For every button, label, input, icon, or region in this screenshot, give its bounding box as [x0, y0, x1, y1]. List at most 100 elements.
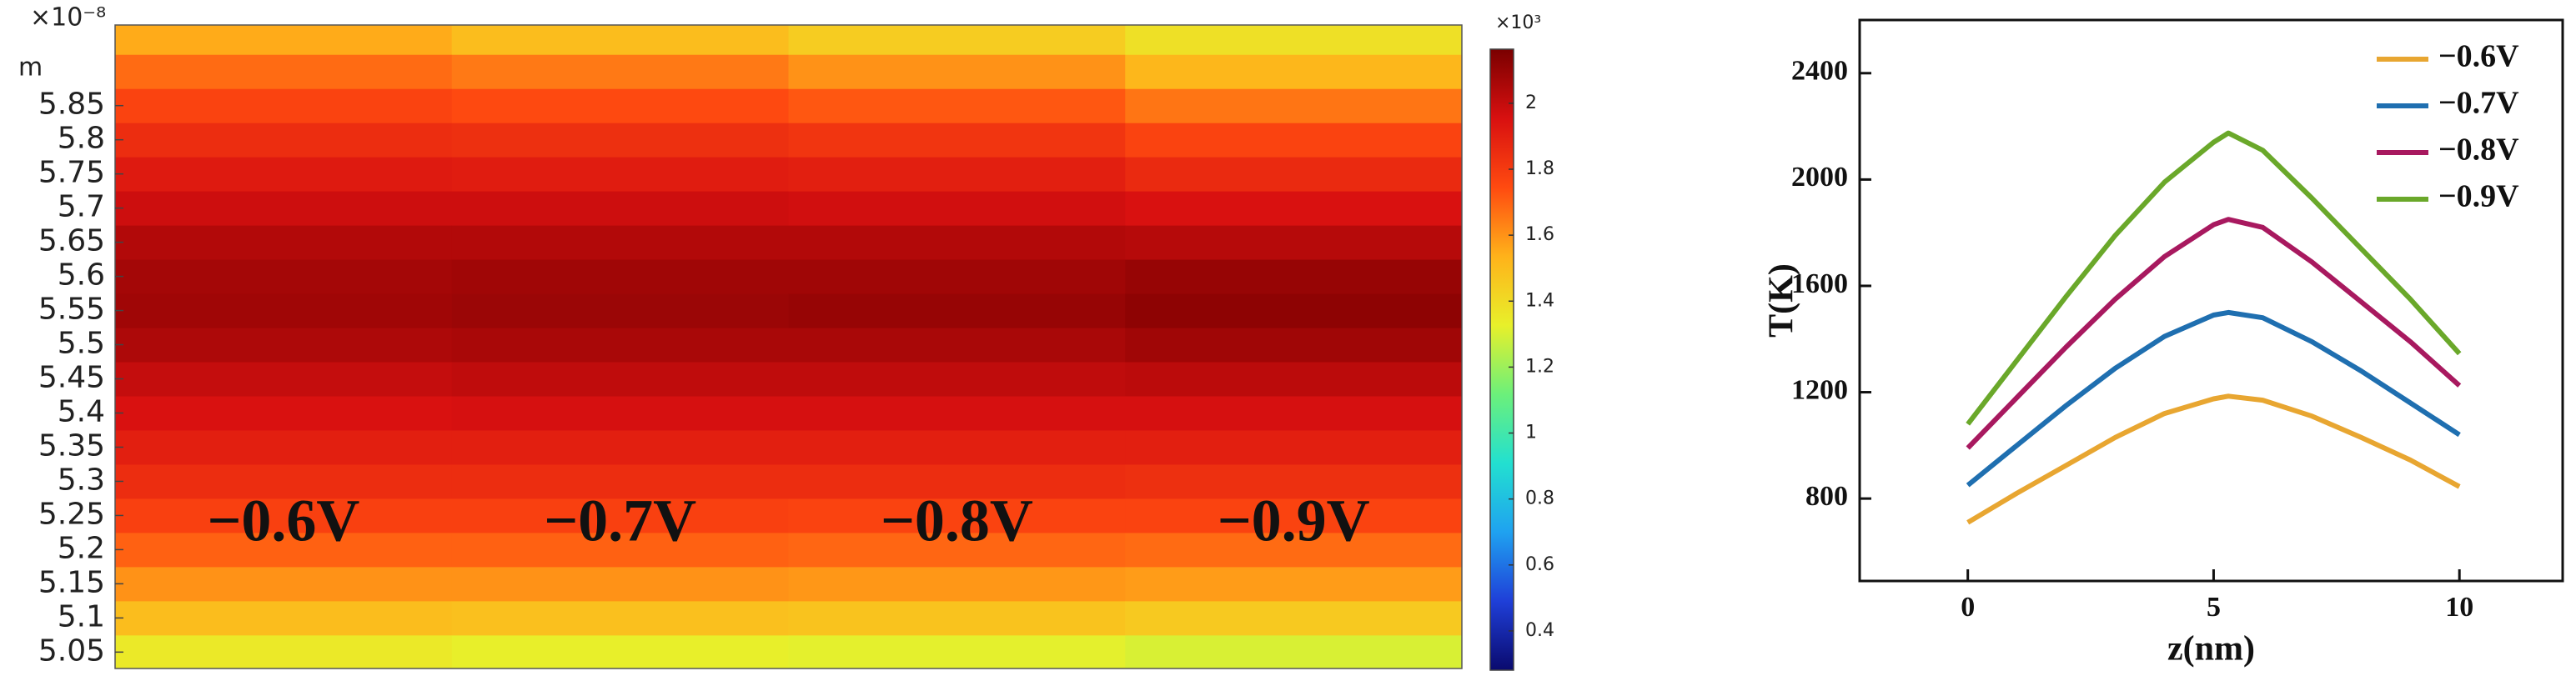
- y-tick-label: 2400: [1791, 56, 1848, 87]
- heat-cell: [451, 498, 789, 533]
- y-tick-label: 2000: [1791, 162, 1848, 193]
- plot-frame: [114, 24, 1463, 669]
- heat-cell: [115, 191, 453, 226]
- y-tick-label: 5.45: [38, 361, 105, 395]
- heat-cell: [1125, 532, 1462, 568]
- heat-cell: [1125, 463, 1462, 499]
- heat-cell: [115, 328, 453, 363]
- y-tick-label: 5.3: [58, 463, 105, 497]
- overlay: −0.6V −0.7V −0.8V −0.9V5.055.15.155.25.255.…: [18, 3, 2564, 671]
- heat-cell: [788, 396, 1126, 431]
- colorbar-tick-label: 1.8: [1525, 158, 1554, 179]
- heat-cell: [788, 328, 1126, 363]
- heat-cell: [788, 634, 1126, 668]
- heat-cell: [115, 54, 453, 89]
- heat-cell: [1125, 396, 1462, 431]
- heat-cell: [115, 532, 453, 568]
- y-tick-label: 5.25: [38, 497, 105, 531]
- heat-cell: [451, 328, 789, 363]
- heat-cell: [1125, 634, 1462, 668]
- legend-label: −0.6V: [2438, 39, 2519, 74]
- y-tick-label: 5.85: [38, 88, 105, 122]
- heat-cell: [788, 566, 1126, 602]
- heat-cell: [115, 463, 453, 499]
- heat-cell: [115, 123, 453, 158]
- heat-cell: [451, 191, 789, 226]
- heat-cell: [788, 225, 1126, 260]
- y-tick-label: 1200: [1791, 374, 1848, 405]
- heat-cell: [115, 429, 453, 465]
- series-line: [1966, 217, 2462, 450]
- series-line: [1966, 309, 2461, 488]
- heat-cell: [788, 259, 1126, 294]
- heat-cell: [788, 54, 1126, 89]
- panel-label: −0.7V: [544, 488, 696, 554]
- y-tick-label: 5.65: [38, 224, 105, 258]
- y-tick-label: 5.7: [58, 190, 105, 224]
- legend-label: −0.7V: [2438, 86, 2519, 121]
- colorbar-tick-label: 0.8: [1525, 488, 1554, 509]
- heat-cell: [115, 259, 453, 294]
- series-line: [1966, 130, 2462, 426]
- y-unit: m: [18, 53, 43, 83]
- y-tick-label: 5.05: [38, 633, 105, 668]
- panel-label: −0.6V: [207, 488, 359, 554]
- heat-cell: [788, 25, 1126, 55]
- x-axis-label: z(nm): [2167, 630, 2255, 668]
- heat-cell: [115, 498, 453, 533]
- heat-cell: [788, 191, 1126, 226]
- y-tick-label: 5.5: [58, 327, 105, 361]
- heat-cell: [1125, 123, 1462, 158]
- heat-cell: [451, 362, 789, 397]
- y-tick-label: 5.4: [58, 394, 105, 428]
- heat-cell: [1125, 600, 1462, 636]
- heat-cell: [451, 532, 789, 568]
- heat-cell: [115, 566, 453, 602]
- y-tick-label: 5.55: [38, 293, 105, 327]
- heat-cell: [451, 293, 789, 328]
- heat-cell: [451, 225, 789, 260]
- heat-cell: [788, 293, 1126, 328]
- heat-cell: [115, 600, 453, 636]
- heat-cell: [1125, 328, 1462, 363]
- colorbar-tick-label: 1.6: [1525, 224, 1554, 245]
- heat-cell: [1125, 225, 1462, 260]
- x-tick-label: 5: [2207, 592, 2221, 623]
- heat-cell: [1125, 293, 1462, 328]
- y-tick-label: 5.35: [38, 428, 105, 463]
- heat-cell: [115, 396, 453, 431]
- heat-cell: [451, 566, 789, 602]
- heatmap-area: [115, 25, 1462, 668]
- colorbar-tick-label: 1: [1525, 423, 1537, 443]
- heat-cell: [788, 532, 1126, 568]
- heat-cell: [451, 54, 789, 89]
- heat-cell: [451, 396, 789, 431]
- heat-cell: [115, 634, 453, 668]
- y-tick-label: 5.8: [58, 122, 105, 156]
- x-tick-label: 10: [2445, 592, 2473, 623]
- heat-cell: [788, 88, 1126, 123]
- heat-cell: [1125, 498, 1462, 533]
- heat-cell: [1125, 88, 1462, 123]
- colorbar-tick-label: 0.4: [1525, 620, 1554, 641]
- heat-cell: [1125, 54, 1462, 89]
- heat-cell: [788, 463, 1126, 499]
- heat-cell: [788, 600, 1126, 636]
- legend-label: −0.8V: [2438, 133, 2519, 168]
- y-tick-label: 5.1: [58, 599, 105, 633]
- heat-cell: [451, 123, 789, 158]
- heat-cell: [115, 157, 453, 192]
- heat-cell: [115, 293, 453, 328]
- heat-cell: [1125, 259, 1462, 294]
- heat-cell: [1125, 566, 1462, 602]
- heat-cell: [451, 88, 789, 123]
- heat-cell: [451, 429, 789, 465]
- heat-cell: [115, 88, 453, 123]
- colorbar-tick-label: 0.6: [1525, 554, 1554, 575]
- heat-cell: [451, 25, 789, 55]
- y-axis-label: T(K): [1763, 263, 1801, 338]
- heat-cell: [451, 157, 789, 192]
- x-tick-label: 0: [1961, 592, 1975, 623]
- heat-cell: [1125, 25, 1462, 55]
- heat-cell: [115, 25, 453, 55]
